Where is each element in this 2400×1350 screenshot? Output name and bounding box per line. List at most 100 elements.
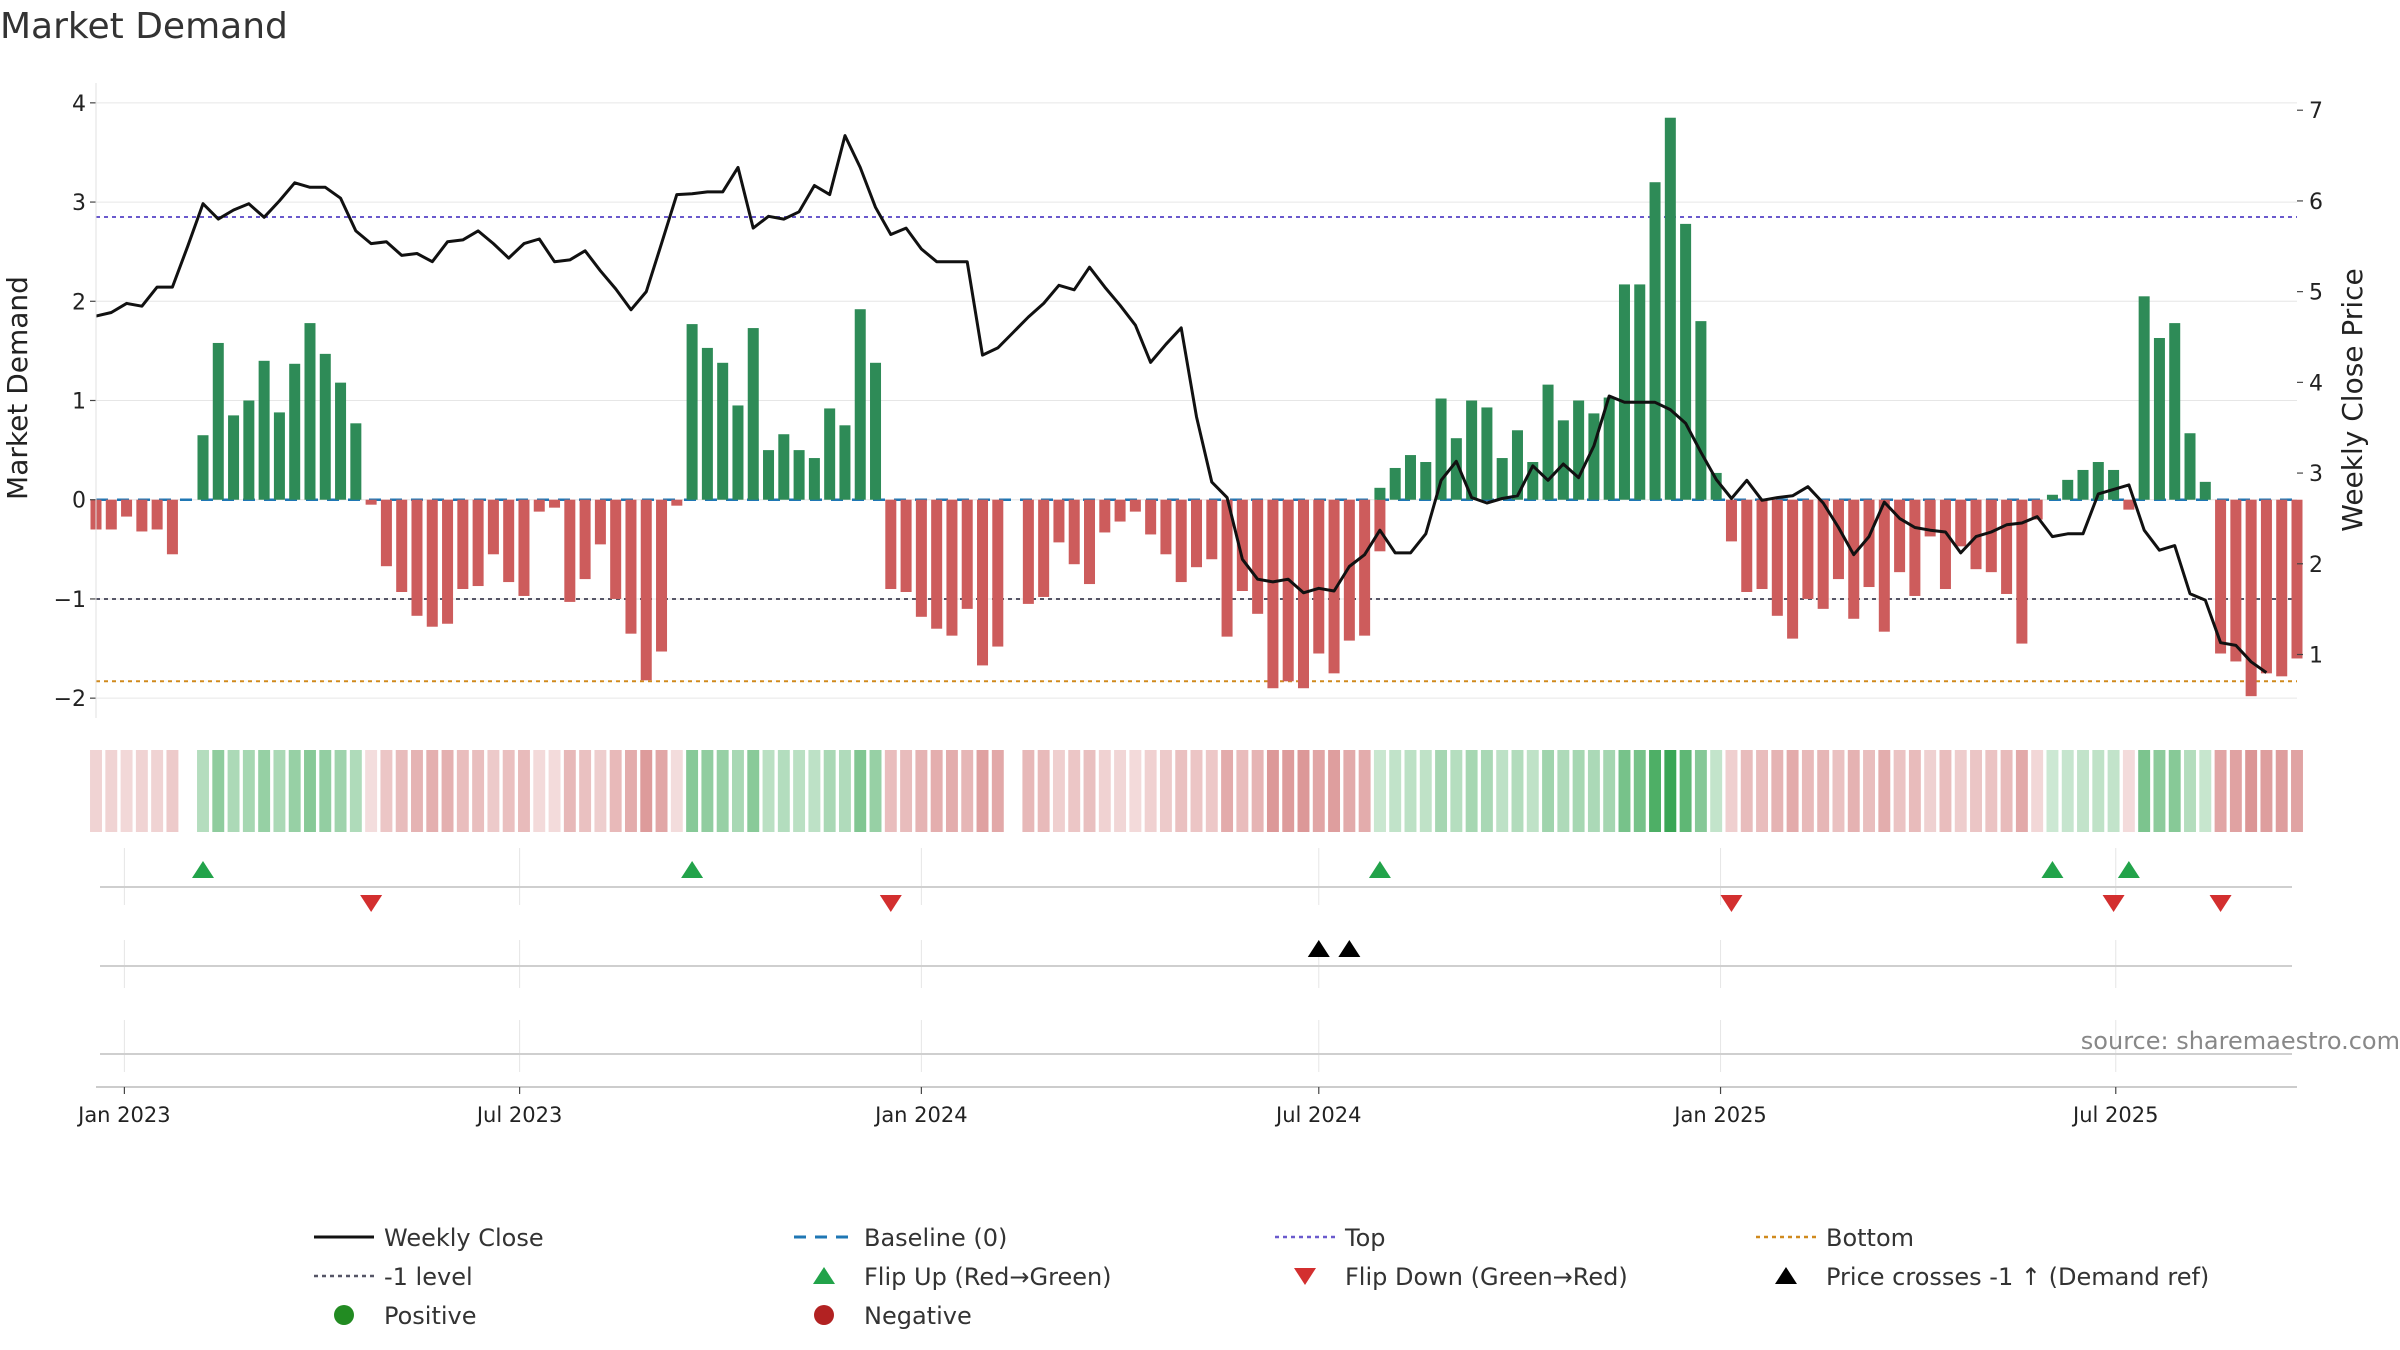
demand-bar-positive xyxy=(1496,458,1508,500)
demand-bar-positive xyxy=(1466,400,1478,500)
heat-cell xyxy=(2061,750,2074,832)
heat-cell xyxy=(411,750,423,832)
weekly-close-layer xyxy=(95,134,2268,674)
heat-cell xyxy=(1526,750,1539,832)
demand-bar-positive xyxy=(273,412,285,500)
heat-cell xyxy=(2046,750,2059,832)
heat-cell xyxy=(1083,750,1096,832)
demand-bar-negative xyxy=(1190,499,1203,568)
heat-cell xyxy=(961,750,974,832)
demand-bar-negative xyxy=(365,499,377,505)
y-tick-label-right: 7 xyxy=(2309,99,2323,124)
heat-cell xyxy=(242,750,255,832)
demand-bar-negative xyxy=(1802,499,1814,599)
demand-bar-negative xyxy=(1175,499,1187,583)
heat-cell xyxy=(1572,750,1585,832)
y-tick-label-left: −1 xyxy=(54,588,86,613)
demand-bar-positive xyxy=(1573,400,1585,500)
legend-flip-up-swatch xyxy=(813,1267,835,1284)
heat-cell xyxy=(1144,750,1157,832)
legend-minus-one-label: -1 level xyxy=(384,1263,473,1291)
heat-cell xyxy=(1863,750,1875,832)
heat-cell xyxy=(472,750,485,832)
demand-bar-negative xyxy=(625,499,637,634)
heat-cell xyxy=(2092,750,2105,832)
heat-cell xyxy=(548,750,561,832)
demand-bar-negative xyxy=(151,499,163,530)
y-axis-label-right: Weekly Close Price xyxy=(2336,268,2369,531)
demand-bar-positive xyxy=(717,362,729,500)
legend-weekly-close-label: Weekly Close xyxy=(384,1224,544,1252)
heat-cell xyxy=(762,750,775,832)
heat-cell xyxy=(900,750,913,832)
demand-bar-positive xyxy=(1588,413,1600,500)
legend-flip-down-swatch xyxy=(1294,1268,1316,1285)
heat-cell xyxy=(1175,750,1188,832)
y-tick-label-left: 0 xyxy=(72,489,86,514)
demand-bar-negative xyxy=(2031,499,2043,520)
heat-cell xyxy=(945,750,958,832)
heat-cell xyxy=(2077,750,2089,832)
legend-flip-up-label: Flip Up (Red→Green) xyxy=(864,1263,1112,1291)
heat-cell xyxy=(1251,750,1264,832)
axes: −2 −1 0 1 2 3 4 1 2 3 4 5 6 7 xyxy=(54,83,2323,718)
demand-bar-negative xyxy=(121,499,133,517)
demand-bar-negative xyxy=(166,499,178,555)
heat-cell xyxy=(1419,750,1432,832)
demand-bar-negative xyxy=(1909,499,1921,596)
demand-bar-positive xyxy=(197,435,209,500)
heat-cell xyxy=(1297,750,1310,832)
demand-bar-positive xyxy=(854,309,866,500)
heat-cell xyxy=(1786,750,1799,832)
heat-cell xyxy=(334,750,347,832)
y-tick-label-right: 4 xyxy=(2309,371,2323,396)
heat-cell xyxy=(854,750,867,832)
demand-bar-positive xyxy=(319,353,331,500)
y-tick-label-right: 5 xyxy=(2309,281,2323,306)
demand-bar-negative xyxy=(2230,499,2242,662)
demand-bar-negative xyxy=(2215,499,2227,654)
flip-up-marker xyxy=(191,861,214,878)
legend-negative-label: Negative xyxy=(864,1302,972,1330)
demand-bar-negative xyxy=(1817,499,1829,609)
heat-cell xyxy=(2153,750,2166,832)
heat-cell xyxy=(915,750,928,832)
legend-price-cross-label: Price crosses -1 ↑ (Demand ref) xyxy=(1826,1263,2209,1291)
demand-bar-positive xyxy=(1618,284,1630,500)
heat-cell xyxy=(1098,750,1111,832)
legend: Weekly Close Baseline (0) Top Bottom -1 leve… xyxy=(314,1224,2209,1330)
heat-cell xyxy=(1205,750,1218,832)
demand-bar-positive xyxy=(1557,420,1569,500)
y-tick-label-left: 4 xyxy=(72,92,86,117)
heat-cell xyxy=(1557,750,1570,832)
heat-cell xyxy=(441,750,454,832)
demand-bars xyxy=(90,117,2303,697)
demand-bar-positive xyxy=(350,423,362,500)
heat-cell xyxy=(686,750,699,832)
demand-bar-negative xyxy=(594,499,606,545)
demand-bar-negative xyxy=(610,499,622,599)
heat-cell xyxy=(1358,750,1371,832)
demand-bar-negative xyxy=(1068,499,1080,565)
heat-cell xyxy=(1343,750,1356,832)
heat-cell xyxy=(212,750,225,832)
y-tick-label-left: 1 xyxy=(72,390,86,415)
demand-bar-negative xyxy=(1038,499,1050,597)
demand-bar-positive xyxy=(289,363,301,500)
flip-down-marker xyxy=(2209,895,2232,912)
demand-bar-positive xyxy=(1634,284,1646,500)
flip-down-marker xyxy=(1720,895,1743,912)
demand-bar-positive xyxy=(1481,407,1493,500)
heat-cell xyxy=(793,750,806,832)
demand-bar-positive xyxy=(1710,472,1722,500)
y-tick-label-left: 2 xyxy=(72,290,86,315)
flip-up-marker xyxy=(2041,861,2064,878)
heat-cell xyxy=(1954,750,1967,832)
demand-bar-negative xyxy=(1267,499,1279,689)
demand-bar-negative xyxy=(1145,499,1157,535)
demand-bar-positive xyxy=(2046,494,2058,500)
demand-bar-negative xyxy=(885,499,897,590)
heat-cell xyxy=(1312,750,1325,832)
heat-cell xyxy=(1511,750,1524,832)
demand-bar-negative xyxy=(1252,499,1264,614)
